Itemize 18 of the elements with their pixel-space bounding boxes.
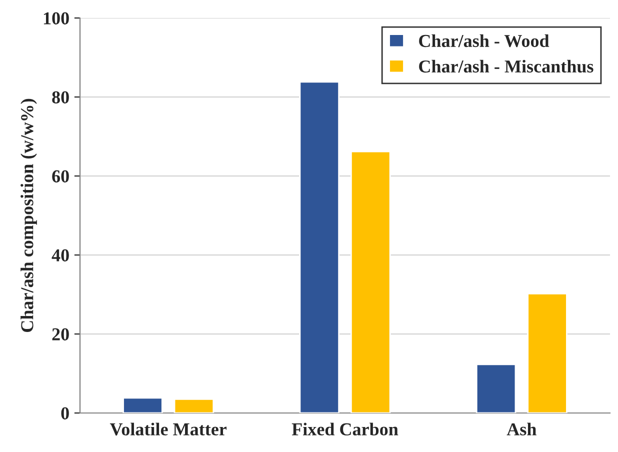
y-tick-label: 0 [61, 407, 69, 420]
x-tick-label: Volatile Matter [110, 422, 227, 436]
y-tick-label: 100 [44, 12, 69, 24]
legend-label: Char/ash - Miscanthus [419, 60, 594, 73]
bar [476, 364, 516, 413]
x-tick-label: Fixed Carbon [292, 422, 398, 436]
bar [299, 81, 340, 413]
bar [350, 150, 391, 413]
y-tick-label: 80 [52, 91, 69, 104]
y-tick-label: 40 [52, 249, 69, 262]
y-tick-label: 60 [52, 170, 69, 182]
y-tick-label: 20 [52, 328, 69, 340]
y-axis-title: Char/ash composition (w/w%) [20, 98, 37, 332]
legend-label: Char/ash - Wood [419, 34, 550, 48]
bar [174, 398, 214, 413]
bar [122, 397, 163, 413]
bar [527, 293, 568, 413]
x-tick-label: Ash [506, 422, 536, 436]
